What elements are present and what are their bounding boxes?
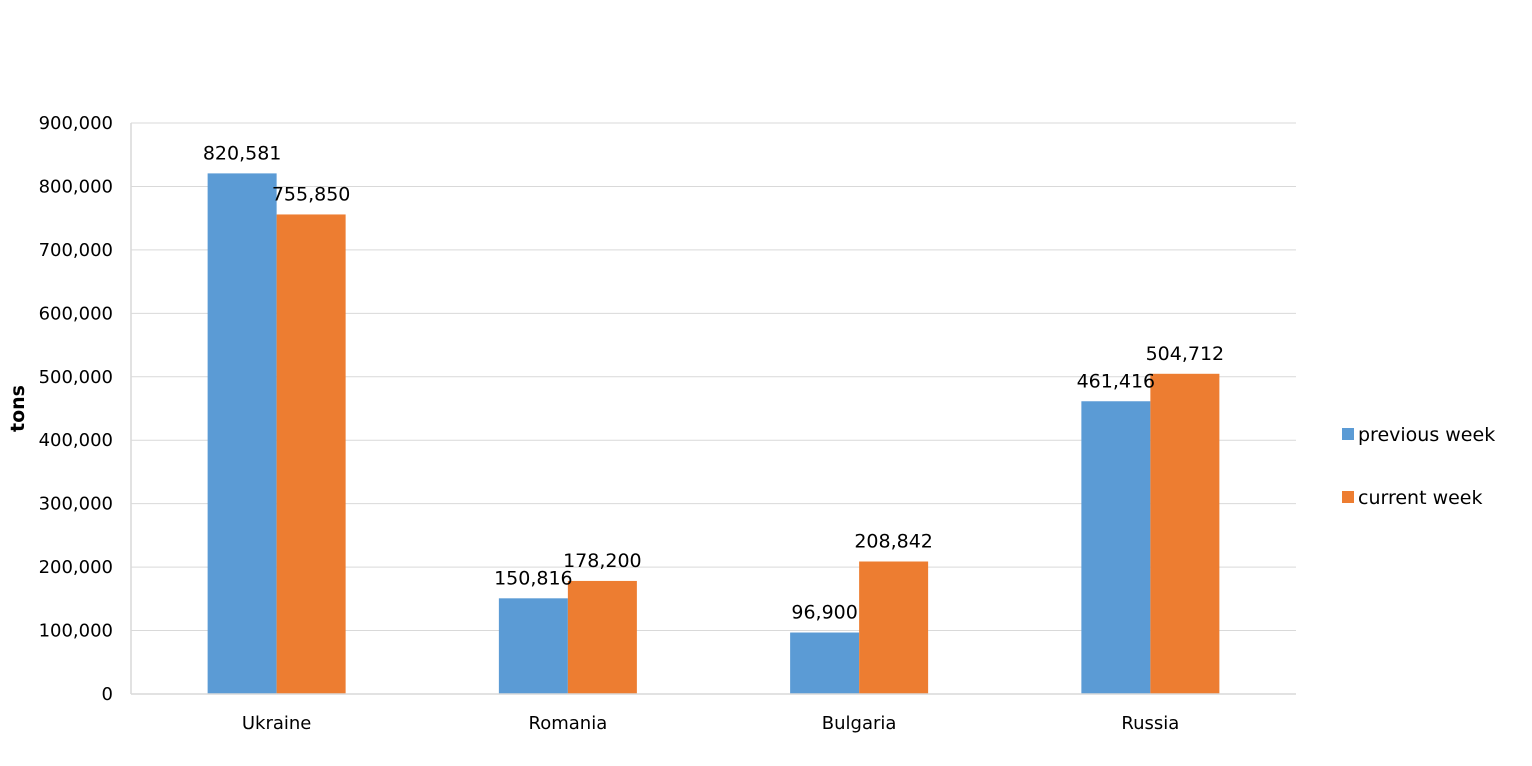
y-tick-label: 600,000: [39, 303, 113, 324]
data-label: 96,900: [791, 602, 857, 624]
bars: [207, 173, 1220, 694]
data-label: 820,581: [203, 142, 282, 164]
y-tick-label: 900,000: [39, 113, 113, 134]
y-tick-label: 800,000: [39, 176, 113, 197]
x-axis-categories: Ukraine Romania Bulgaria Russia: [242, 713, 1179, 734]
data-label: 504,712: [1146, 343, 1225, 365]
x-category-label: Russia: [1121, 713, 1179, 734]
x-category-label: Romania: [529, 713, 608, 734]
y-axis-title: tons: [7, 385, 29, 432]
bar-previous-week: [498, 598, 568, 694]
x-category-label: Ukraine: [242, 713, 312, 734]
y-tick-label: 700,000: [39, 240, 113, 261]
legend: previous week current week: [1342, 424, 1495, 509]
bar-current-week: [567, 580, 637, 694]
legend-label: previous week: [1358, 424, 1495, 446]
bar-current-week: [859, 561, 929, 694]
y-tick-label: 500,000: [39, 367, 113, 388]
data-label: 461,416: [1077, 370, 1156, 392]
data-label: 150,816: [494, 567, 573, 589]
bar-previous-week: [790, 632, 860, 694]
legend-label: current week: [1358, 487, 1483, 509]
bar-previous-week: [207, 173, 277, 694]
x-category-label: Bulgaria: [822, 713, 897, 734]
bar-current-week: [1150, 373, 1220, 694]
legend-swatch: [1342, 428, 1354, 440]
y-tick-label: 200,000: [39, 557, 113, 578]
data-label: 178,200: [563, 550, 642, 572]
y-axis-ticks: 0 100,000 200,000 300,000 400,000 500,000 600,…: [39, 113, 113, 705]
legend-swatch: [1342, 491, 1354, 503]
y-tick-label: 0: [102, 684, 113, 705]
bar-previous-week: [1081, 401, 1151, 694]
y-tick-label: 100,000: [39, 621, 113, 642]
bar-current-week: [276, 214, 346, 694]
y-tick-label: 400,000: [39, 430, 113, 451]
y-tick-label: 300,000: [39, 494, 113, 515]
data-label: 208,842: [854, 531, 933, 553]
data-label: 755,850: [272, 183, 351, 205]
